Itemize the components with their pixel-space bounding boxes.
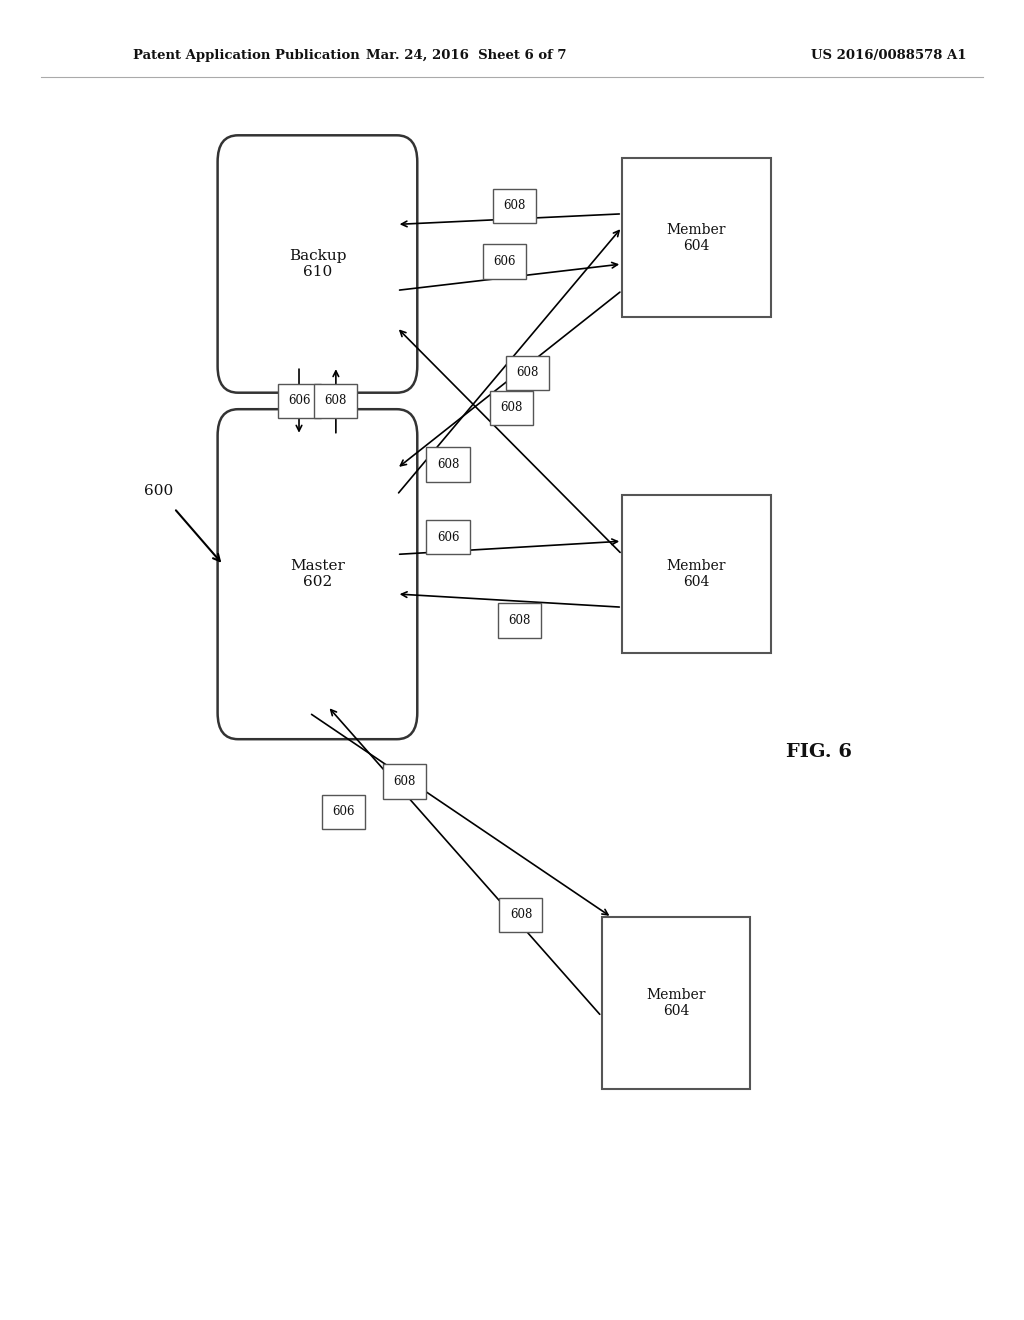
Bar (623, 495, 771, 653)
Bar (602, 917, 750, 1089)
Bar (426, 447, 469, 482)
Text: Backup
610: Backup 610 (289, 249, 346, 279)
Text: FIG. 6: FIG. 6 (786, 743, 852, 762)
Bar (322, 795, 365, 829)
Text: 608: 608 (509, 614, 530, 627)
Text: 606: 606 (288, 395, 310, 408)
Text: 608: 608 (504, 199, 525, 213)
Text: Mar. 24, 2016  Sheet 6 of 7: Mar. 24, 2016 Sheet 6 of 7 (366, 49, 566, 62)
FancyBboxPatch shape (217, 409, 418, 739)
Bar (490, 391, 534, 425)
Text: Master
602: Master 602 (290, 560, 345, 589)
Bar (483, 244, 526, 279)
Text: Member
604: Member 604 (667, 560, 726, 589)
Text: Patent Application Publication: Patent Application Publication (133, 49, 359, 62)
Text: US 2016/0088578 A1: US 2016/0088578 A1 (811, 49, 967, 62)
Bar (623, 158, 771, 317)
Bar (383, 764, 426, 799)
Text: 608: 608 (517, 367, 539, 379)
Text: 606: 606 (332, 805, 354, 818)
Bar (278, 384, 321, 418)
Bar (494, 189, 537, 223)
Bar (314, 384, 357, 418)
Text: 606: 606 (437, 531, 459, 544)
FancyBboxPatch shape (217, 135, 418, 393)
Text: 608: 608 (501, 401, 522, 414)
Text: Member
604: Member 604 (646, 989, 706, 1018)
Text: 606: 606 (494, 255, 515, 268)
Bar (507, 356, 550, 391)
Bar (500, 898, 543, 932)
Text: 608: 608 (437, 458, 459, 471)
Text: 608: 608 (510, 908, 532, 921)
Text: Member
604: Member 604 (667, 223, 726, 252)
Text: 600: 600 (144, 484, 173, 498)
Bar (426, 520, 469, 554)
Text: 608: 608 (393, 775, 416, 788)
Bar (499, 603, 542, 638)
Text: 608: 608 (325, 395, 347, 408)
